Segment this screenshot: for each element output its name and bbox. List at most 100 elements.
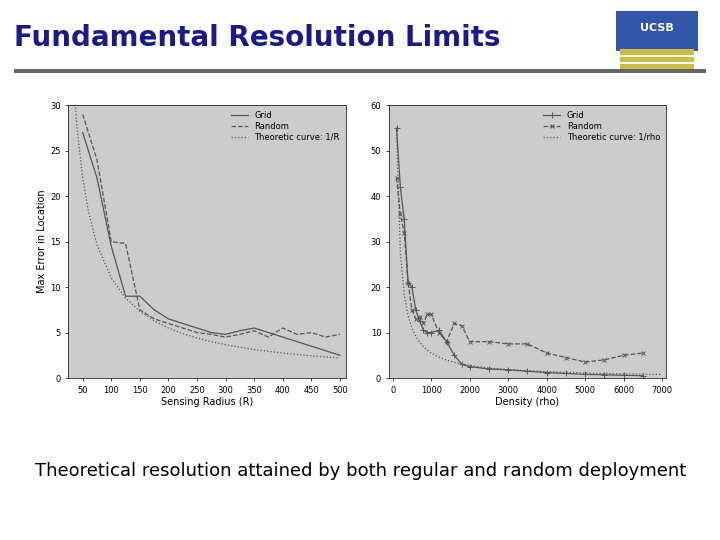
Random <box>600 356 608 363</box>
Theoretic curve: 1/R: (50, 22): 1/R: (50, 22) <box>78 175 87 181</box>
Random <box>293 331 302 338</box>
Theoretic curve: 1/R: (100, 11): 1/R: (100, 11) <box>107 275 116 281</box>
Grid <box>581 371 590 377</box>
Random <box>408 307 416 313</box>
Theoretic curve: 1/R: (125, 8.8): 1/R: (125, 8.8) <box>121 295 130 301</box>
Line: Theoretic curve: 1/rho: Theoretic curve: 1/rho <box>397 128 662 374</box>
Random <box>639 350 647 356</box>
Theoretic curve: 1/R: (200, 5.5): 1/R: (200, 5.5) <box>164 325 173 331</box>
Random <box>150 316 158 322</box>
Bar <box>616 11 698 51</box>
Random <box>504 341 513 347</box>
Grid <box>415 318 424 325</box>
Grid <box>411 307 420 313</box>
Random <box>442 339 451 345</box>
Grid <box>179 320 187 327</box>
Text: Theoretical resolution attained by both regular and random deployment: Theoretical resolution attained by both … <box>35 462 686 480</box>
Text: UCSB: UCSB <box>640 23 674 32</box>
Grid <box>450 352 459 359</box>
Random <box>264 334 273 340</box>
Grid <box>121 293 130 299</box>
Theoretic curve: 1/rho: (7e+03, 0.786): 1/rho: (7e+03, 0.786) <box>658 371 667 377</box>
Theoretic curve: 1/R: (30, 36.7): 1/R: (30, 36.7) <box>67 42 76 48</box>
Random <box>427 311 436 318</box>
Grid <box>78 129 87 136</box>
Grid <box>465 363 474 370</box>
Theoretic curve: 1/rho: (2e+03, 2.75): 1/rho: (2e+03, 2.75) <box>465 362 474 369</box>
Grid <box>435 327 444 334</box>
X-axis label: Sensing Radius (R): Sensing Radius (R) <box>161 397 253 407</box>
Grid <box>293 339 302 345</box>
Theoretic curve: 1/R: (60, 18.3): 1/R: (60, 18.3) <box>84 208 93 214</box>
Random <box>250 327 258 334</box>
Theoretic curve: 1/rho: (1e+03, 5.5): 1/rho: (1e+03, 5.5) <box>427 350 436 356</box>
Theoretic curve: 1/rho: (1.2e+03, 4.58): 1/rho: (1.2e+03, 4.58) <box>435 354 444 360</box>
Random <box>279 325 287 331</box>
Grid <box>504 367 513 373</box>
Grid <box>150 307 158 313</box>
Theoretic curve: 1/R: (475, 2.32): 1/R: (475, 2.32) <box>321 354 330 360</box>
Grid <box>458 361 467 368</box>
Random <box>450 320 459 327</box>
Grid <box>427 329 436 336</box>
Grid <box>419 327 428 334</box>
Random <box>581 359 590 366</box>
Grid <box>639 373 647 379</box>
Grid <box>93 175 102 181</box>
Grid <box>321 348 330 354</box>
Theoretic curve: 1/rho: (1.8e+03, 3.06): 1/rho: (1.8e+03, 3.06) <box>458 361 467 367</box>
Theoretic curve: 1/R: (450, 2.44): 1/R: (450, 2.44) <box>307 353 315 359</box>
Theoretic curve: 1/rho: (6e+03, 0.917): 1/rho: (6e+03, 0.917) <box>619 370 628 377</box>
Random <box>135 307 144 313</box>
Grid <box>336 352 344 359</box>
Theoretic curve: 1/rho: (3e+03, 1.83): 1/rho: (3e+03, 1.83) <box>504 367 513 373</box>
Grid <box>207 329 215 336</box>
Theoretic curve: 1/R: (325, 3.38): 1/R: (325, 3.38) <box>235 344 244 350</box>
Theoretic curve: 1/rho: (400, 13.8): 1/rho: (400, 13.8) <box>404 312 413 319</box>
Random <box>392 175 401 181</box>
Theoretic curve: 1/R: (425, 2.59): 1/R: (425, 2.59) <box>293 351 302 357</box>
Random <box>235 331 244 338</box>
Grid <box>485 366 493 372</box>
Random <box>465 339 474 345</box>
Random <box>419 320 428 327</box>
Grid <box>542 369 551 376</box>
Line: Grid: Grid <box>394 125 646 379</box>
Random <box>562 354 570 361</box>
Random <box>396 211 405 218</box>
Random <box>93 157 102 163</box>
Line: Random: Random <box>395 176 645 364</box>
Grid <box>600 372 608 378</box>
Line: Grid: Grid <box>83 132 340 355</box>
Random <box>179 325 187 331</box>
Theoretic curve: 1/R: (250, 4.4): 1/R: (250, 4.4) <box>193 335 202 341</box>
Theoretic curve: 1/rho: (1.6e+03, 3.44): 1/rho: (1.6e+03, 3.44) <box>450 359 459 366</box>
Random <box>415 313 424 320</box>
Grid <box>193 325 202 331</box>
Theoretic curve: 1/rho: (900, 6.11): 1/rho: (900, 6.11) <box>423 347 431 354</box>
Theoretic curve: 1/R: (175, 6.29): 1/R: (175, 6.29) <box>150 318 158 324</box>
Theoretic curve: 1/R: (375, 2.93): 1/R: (375, 2.93) <box>264 348 273 355</box>
Grid <box>408 284 416 291</box>
Random <box>336 331 344 338</box>
Theoretic curve: 1/R: (300, 3.67): 1/R: (300, 3.67) <box>221 341 230 348</box>
Grid <box>423 329 431 336</box>
Grid <box>264 329 273 336</box>
Grid <box>235 327 244 334</box>
Y-axis label: Max Error in Location: Max Error in Location <box>37 190 48 293</box>
Theoretic curve: 1/rho: (700, 7.86): 1/rho: (700, 7.86) <box>415 339 424 346</box>
Grid <box>404 279 413 286</box>
Legend: Grid, Random, Theoretic curve: 1/rho: Grid, Random, Theoretic curve: 1/rho <box>541 110 662 143</box>
Theoretic curve: 1/rho: (100, 55): 1/rho: (100, 55) <box>392 125 401 131</box>
Theoretic curve: 1/rho: (500, 11): 1/rho: (500, 11) <box>408 325 416 331</box>
Legend: Grid, Random, Theoretic curve: 1/R: Grid, Random, Theoretic curve: 1/R <box>230 110 341 143</box>
Random <box>435 329 444 336</box>
Theoretic curve: 1/rho: (1.4e+03, 3.93): 1/rho: (1.4e+03, 3.93) <box>442 357 451 363</box>
Line: Random: Random <box>83 114 340 337</box>
Grid <box>135 293 144 299</box>
Random <box>523 341 532 347</box>
Grid <box>523 368 532 374</box>
Grid <box>307 343 315 349</box>
Bar <box>620 49 694 55</box>
Text: Fundamental Resolution Limits: Fundamental Resolution Limits <box>14 24 501 52</box>
